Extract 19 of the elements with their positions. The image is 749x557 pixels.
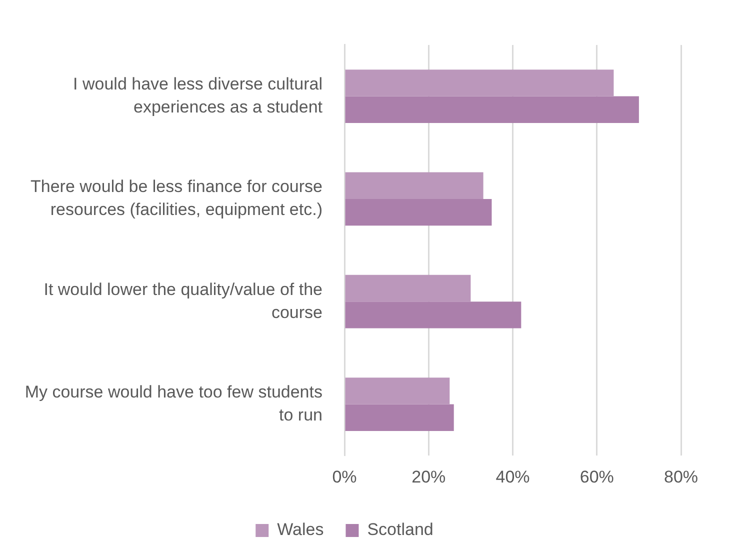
y-tick-label: My course would have too few students to run bbox=[24, 382, 322, 424]
bar bbox=[345, 378, 450, 404]
bar bbox=[345, 302, 522, 328]
x-tick-label: 60% bbox=[580, 467, 614, 486]
bar bbox=[345, 96, 639, 123]
legend-label: Wales bbox=[277, 520, 324, 540]
bar bbox=[345, 274, 471, 302]
y-tick-label: There would be less finance for course resources (facilities, equipment etc.) bbox=[30, 177, 322, 220]
bar bbox=[345, 404, 454, 431]
bar bbox=[345, 198, 492, 226]
bar bbox=[345, 70, 614, 96]
x-tick-label: 0% bbox=[332, 467, 357, 486]
x-tick-label: 40% bbox=[496, 467, 530, 486]
legend-label: Scotland bbox=[367, 520, 434, 540]
y-tick-label: It would lower the quality/value of the course bbox=[44, 280, 322, 322]
x-tick-label: 20% bbox=[412, 467, 446, 486]
x-tick-label: 80% bbox=[664, 467, 698, 486]
bar bbox=[345, 172, 484, 199]
y-tick-label: I would have less diverse cultural experiences as a student bbox=[73, 74, 323, 116]
